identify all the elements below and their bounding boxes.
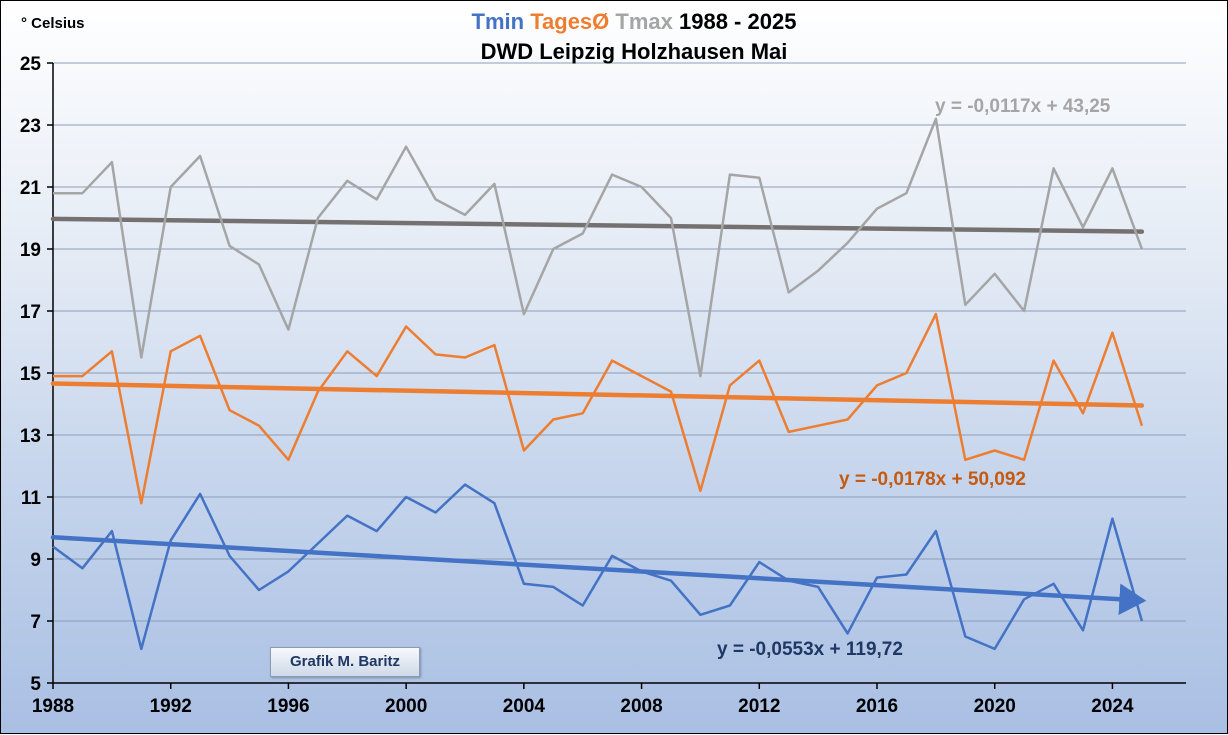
y-tick-label: 11 <box>21 488 42 509</box>
y-tick-label: 15 <box>20 364 42 385</box>
x-tick-label: 1988 <box>32 696 74 717</box>
trendline-tages <box>50 381 1145 408</box>
y-tick-label: 7 <box>30 612 41 633</box>
trendline-tmin <box>50 535 1147 615</box>
axes <box>47 62 1186 689</box>
title-part: TagesØ <box>524 9 609 34</box>
x-tick-label: 2020 <box>974 696 1016 717</box>
x-tick-label: 2004 <box>503 696 546 717</box>
x-tick-label: 2016 <box>856 696 898 717</box>
series-line-tmax <box>53 117 1144 378</box>
x-tick-label: 2012 <box>738 696 780 717</box>
y-tick-label: 21 <box>20 178 42 199</box>
y-tick-label: 9 <box>30 550 41 571</box>
x-tick-label: 1996 <box>267 696 309 717</box>
trendlines <box>50 216 1147 615</box>
trend-equation: y = -0,0178x + 50,092 <box>839 469 1026 490</box>
y-tick-label: 17 <box>20 302 41 323</box>
y-unit-label: ° Celsius <box>21 15 85 32</box>
title-part: Tmin <box>472 9 525 34</box>
credit-badge: Grafik M. Baritz <box>270 647 420 677</box>
x-tick-label: 2008 <box>620 696 662 717</box>
tick-labels: 5 7 9 11 13 15 17 19 21 23 25 1988 1992 1996 2000 2004 2… <box>20 54 1134 717</box>
y-tick-label: 23 <box>20 116 41 137</box>
series-line-tmin <box>52 483 1144 651</box>
chart-titles: Tmin TagesØ Tmax 1988 - 2025 DWD Leipzig … <box>472 9 797 64</box>
series-lines <box>52 117 1144 651</box>
title-part: Tmax <box>609 9 673 34</box>
y-tick-label: 19 <box>20 240 41 261</box>
y-tick-label: 13 <box>20 426 41 447</box>
chart-subtitle: DWD Leipzig Holzhausen Mai <box>481 39 788 64</box>
x-tick-label: 2000 <box>385 696 427 717</box>
x-tick-label: 1992 <box>150 696 192 717</box>
y-tick-label: 25 <box>20 54 42 75</box>
trend-equation: y = -0,0117x + 43,25 <box>935 96 1111 117</box>
trend-equation: y = -0,0553x + 119,72 <box>717 639 903 660</box>
trend-equations: y = -0,0117x + 43,25 y = -0,0178x + 50,09… <box>717 96 1111 660</box>
series-line-tages <box>53 312 1144 505</box>
y-tick-label: 5 <box>30 674 41 695</box>
chart-title: Tmin TagesØ Tmax 1988 - 2025 <box>472 9 797 34</box>
trendline-tmax <box>50 216 1145 234</box>
title-part: 1988 - 2025 <box>673 9 797 34</box>
gridlines <box>53 62 1186 622</box>
x-tick-label: 2024 <box>1091 696 1134 717</box>
